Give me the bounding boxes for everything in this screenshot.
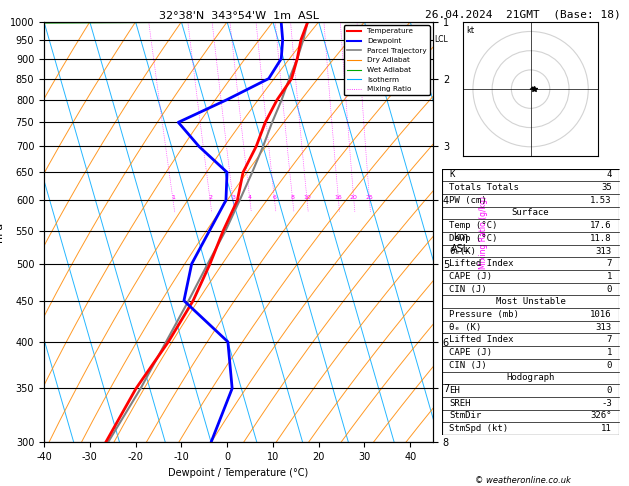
Text: PW (cm): PW (cm) xyxy=(449,196,487,205)
Legend: Temperature, Dewpoint, Parcel Trajectory, Dry Adiabat, Wet Adiabat, Isotherm, Mi: Temperature, Dewpoint, Parcel Trajectory… xyxy=(344,25,430,95)
Text: StmSpd (kt): StmSpd (kt) xyxy=(449,424,508,433)
Text: -3: -3 xyxy=(601,399,612,408)
Text: StmDir: StmDir xyxy=(449,412,482,420)
Text: 8: 8 xyxy=(291,195,294,200)
Text: 313: 313 xyxy=(596,323,612,331)
Text: Totals Totals: Totals Totals xyxy=(449,183,520,192)
Text: 0: 0 xyxy=(606,361,612,370)
Text: SREH: SREH xyxy=(449,399,471,408)
Text: 35: 35 xyxy=(601,183,612,192)
Text: CAPE (J): CAPE (J) xyxy=(449,348,493,357)
Text: θₑ (K): θₑ (K) xyxy=(449,323,482,331)
Text: Hodograph: Hodograph xyxy=(506,373,555,382)
Text: Temp (°C): Temp (°C) xyxy=(449,221,498,230)
Text: θₑ(K): θₑ(K) xyxy=(449,246,476,256)
Text: EH: EH xyxy=(449,386,460,395)
Text: 0: 0 xyxy=(606,386,612,395)
Text: Mixing Ratio (g/kg): Mixing Ratio (g/kg) xyxy=(479,195,488,269)
Text: 17.6: 17.6 xyxy=(590,221,612,230)
Text: 26.04.2024  21GMT  (Base: 18): 26.04.2024 21GMT (Base: 18) xyxy=(425,9,621,19)
Text: CIN (J): CIN (J) xyxy=(449,361,487,370)
Text: © weatheronline.co.uk: © weatheronline.co.uk xyxy=(476,476,571,485)
Text: Pressure (mb): Pressure (mb) xyxy=(449,310,520,319)
Y-axis label: km
ASL: km ASL xyxy=(451,232,469,254)
Y-axis label: hPa: hPa xyxy=(0,222,4,242)
Text: 4: 4 xyxy=(248,195,252,200)
Text: 3: 3 xyxy=(231,195,235,200)
Text: Dewp (°C): Dewp (°C) xyxy=(449,234,498,243)
Text: 16: 16 xyxy=(335,195,342,200)
Text: LCL: LCL xyxy=(435,35,448,44)
Text: kt: kt xyxy=(466,26,474,35)
Text: 6: 6 xyxy=(272,195,277,200)
X-axis label: Dewpoint / Temperature (°C): Dewpoint / Temperature (°C) xyxy=(169,468,309,478)
Text: 11: 11 xyxy=(601,424,612,433)
Text: 1: 1 xyxy=(171,195,175,200)
Text: Lifted Index: Lifted Index xyxy=(449,259,514,268)
Text: 1: 1 xyxy=(606,272,612,281)
Text: 1016: 1016 xyxy=(590,310,612,319)
Text: 10: 10 xyxy=(303,195,311,200)
Text: CIN (J): CIN (J) xyxy=(449,285,487,294)
Text: 326°: 326° xyxy=(590,412,612,420)
Text: 7: 7 xyxy=(606,259,612,268)
Text: Lifted Index: Lifted Index xyxy=(449,335,514,344)
Text: Surface: Surface xyxy=(512,208,549,217)
Text: 2: 2 xyxy=(208,195,212,200)
Text: 1.53: 1.53 xyxy=(590,196,612,205)
Text: 25: 25 xyxy=(365,195,374,200)
Text: 0: 0 xyxy=(606,285,612,294)
Text: 313: 313 xyxy=(596,246,612,256)
Text: Most Unstable: Most Unstable xyxy=(496,297,565,306)
Text: 1: 1 xyxy=(606,348,612,357)
Text: 20: 20 xyxy=(350,195,358,200)
Text: 11.8: 11.8 xyxy=(590,234,612,243)
Text: 7: 7 xyxy=(606,335,612,344)
Title: 32°38'N  343°54'W  1m  ASL: 32°38'N 343°54'W 1m ASL xyxy=(159,11,319,21)
Text: CAPE (J): CAPE (J) xyxy=(449,272,493,281)
Text: K: K xyxy=(449,171,455,179)
Text: 4: 4 xyxy=(606,171,612,179)
